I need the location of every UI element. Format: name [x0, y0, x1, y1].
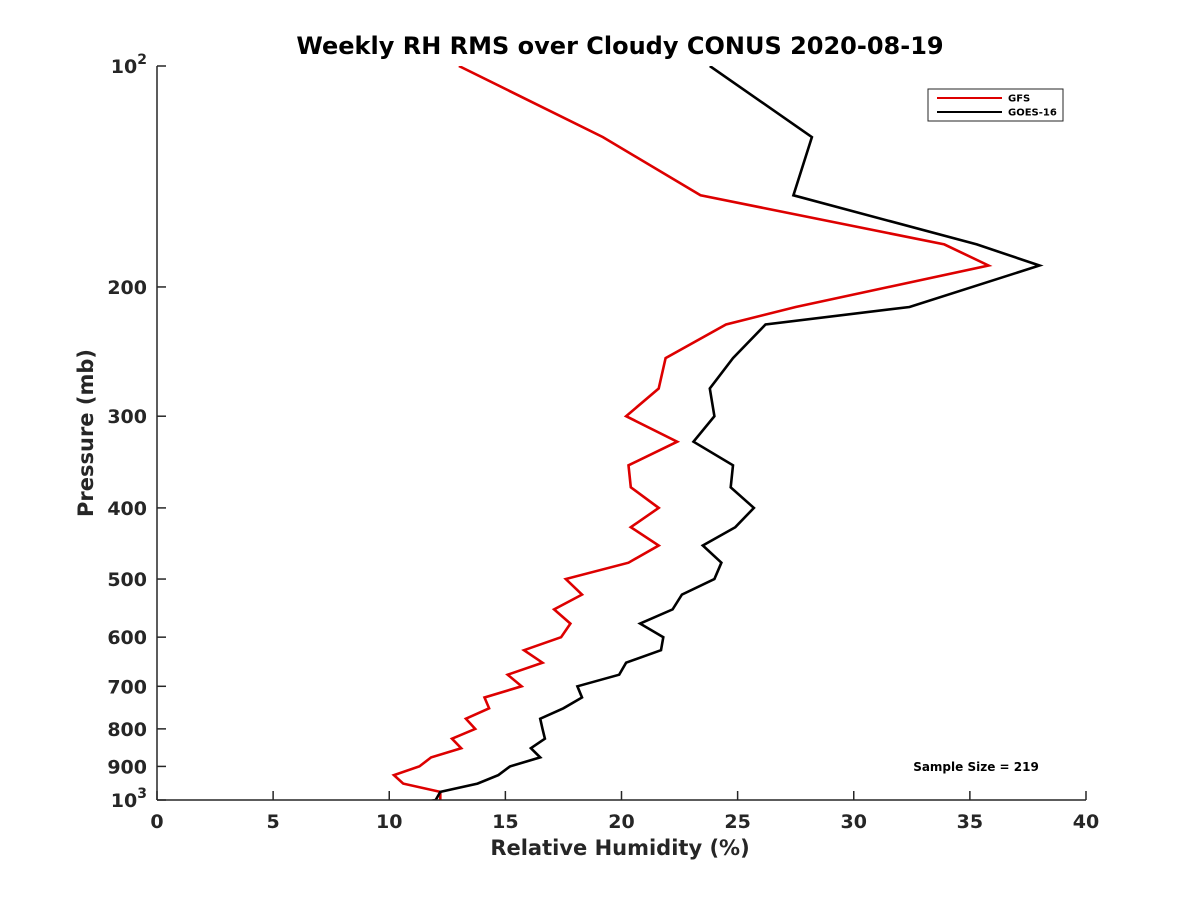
y-tick-label: 800 — [107, 719, 147, 741]
chart-title: Weekly RH RMS over Cloudy CONUS 2020-08-… — [296, 32, 943, 60]
x-tick-label: 10 — [376, 811, 402, 833]
legend-box — [927, 88, 1064, 122]
x-tick-label: 0 — [150, 811, 163, 833]
x-tick-label: 5 — [267, 811, 280, 833]
y-tick-label: 900 — [107, 756, 147, 778]
sample-size-annotation: Sample Size = 219 — [913, 760, 1039, 774]
y-tick-label: 600 — [107, 627, 147, 649]
x-tick-label: 25 — [724, 811, 750, 833]
y-tick-label: 700 — [107, 676, 147, 698]
legend-label-gfs: GFS — [1008, 94, 1030, 105]
x-tick-label: 15 — [492, 811, 518, 833]
y-tick-label: 102 — [111, 52, 147, 78]
series-line-gfs — [391, 66, 993, 800]
y-axis-label: Pressure (mb) — [74, 349, 98, 517]
y-tick-label: 200 — [107, 277, 147, 299]
y-tick-label: 500 — [107, 569, 147, 591]
legend-label-goes16: GOES-16 — [1008, 108, 1057, 119]
plot-area — [391, 66, 1044, 800]
y-tick-label: 400 — [107, 498, 147, 520]
x-axis-label: Relative Humidity (%) — [490, 836, 749, 860]
y-tick-label: 300 — [107, 406, 147, 428]
x-tick-label: 35 — [957, 811, 983, 833]
x-tick-label: 30 — [841, 811, 867, 833]
x-axis-ticks: 0 5 10 15 20 25 30 35 40 — [150, 791, 1099, 833]
x-tick-label: 40 — [1073, 811, 1099, 833]
y-tick-label: 103 — [111, 786, 147, 812]
series-line-goes16 — [428, 66, 1044, 800]
y-axis-ticks: 102 200 300 400 500 600 700 800 900 103 — [107, 52, 166, 812]
legend: GFS GOES-16 — [927, 88, 1064, 122]
x-tick-label: 20 — [608, 811, 634, 833]
